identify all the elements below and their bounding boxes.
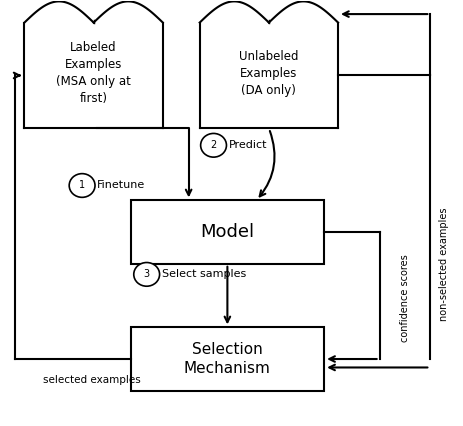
Text: Select samples: Select samples <box>162 269 245 279</box>
Text: confidence scores: confidence scores <box>399 254 409 342</box>
Text: selected examples: selected examples <box>43 375 140 385</box>
Circle shape <box>200 133 226 157</box>
Circle shape <box>133 262 159 286</box>
Text: Finetune: Finetune <box>97 181 145 190</box>
Circle shape <box>69 174 95 197</box>
Text: Selection
Mechanism: Selection Mechanism <box>183 342 270 377</box>
Text: non-selected examples: non-selected examples <box>438 207 448 320</box>
Bar <box>130 200 324 264</box>
Bar <box>130 327 324 391</box>
Text: 2: 2 <box>210 140 216 150</box>
Text: Predict: Predict <box>228 140 267 150</box>
Text: 3: 3 <box>144 269 150 279</box>
Text: Labeled
Examples
(MSA only at
first): Labeled Examples (MSA only at first) <box>56 41 131 105</box>
Text: 1: 1 <box>79 181 85 190</box>
Text: Model: Model <box>200 223 254 241</box>
Text: Unlabeled
Examples
(DA only): Unlabeled Examples (DA only) <box>238 50 298 97</box>
Bar <box>199 12 338 128</box>
Bar <box>25 12 163 128</box>
